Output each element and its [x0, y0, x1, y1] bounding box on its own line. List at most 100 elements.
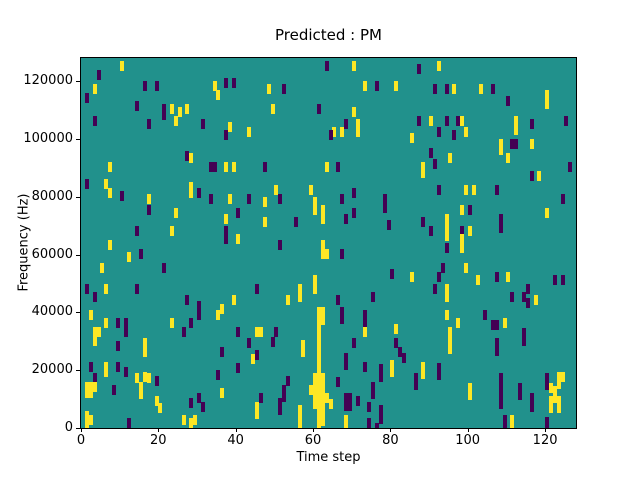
heatmap-cell — [224, 78, 229, 89]
heatmap-cell — [286, 376, 290, 386]
heatmap-cell — [262, 162, 267, 173]
heatmap-cell — [316, 104, 321, 115]
heatmap-cell — [119, 60, 124, 71]
heatmap-cell — [386, 219, 391, 230]
heatmap-cell — [119, 191, 124, 201]
heatmap-cell — [100, 263, 105, 274]
heatmap-cell — [390, 360, 395, 371]
x-tick-label: 80 — [382, 433, 399, 448]
heatmap-cell — [371, 389, 375, 399]
heatmap-cell — [104, 318, 109, 329]
heatmap-cell — [471, 185, 476, 196]
heatmap-cell — [510, 292, 515, 303]
heatmap-cell — [123, 326, 128, 337]
heatmap-cell — [448, 344, 453, 355]
heatmap-cell — [351, 60, 356, 71]
y-tick-label: 40000 — [31, 304, 73, 320]
x-axis-label: Time step — [296, 450, 361, 465]
x-tick-label: 0 — [76, 433, 86, 448]
heatmap-cell — [154, 376, 159, 386]
heatmap-cell — [189, 188, 194, 199]
heatmap-cell — [139, 248, 143, 259]
heatmap-cell — [146, 205, 151, 216]
heatmap-cell — [344, 118, 348, 129]
heatmap-cell — [371, 381, 375, 392]
heatmap-cell — [324, 162, 329, 173]
heatmap-cell — [382, 202, 387, 213]
heatmap-cell — [316, 306, 321, 317]
heatmap-cell — [173, 208, 178, 219]
heatmap-cell — [224, 162, 229, 173]
heatmap-cell — [189, 417, 194, 428]
heatmap-cell — [402, 352, 406, 363]
heatmap-cell — [444, 231, 449, 242]
heatmap-cell — [436, 363, 441, 373]
heatmap-cell — [444, 222, 449, 233]
heatmap-cell — [409, 271, 414, 282]
heatmap-cell — [301, 347, 306, 358]
heatmap-cell — [340, 306, 345, 317]
heatmap-cell — [456, 318, 461, 329]
heatmap-cell — [498, 214, 503, 225]
heatmap-cell — [355, 127, 360, 138]
heatmap-cell — [545, 208, 550, 219]
heatmap-cell — [448, 326, 453, 337]
heatmap-cell — [498, 373, 503, 384]
heatmap-cell — [514, 124, 519, 135]
heatmap-cell — [552, 386, 557, 397]
heatmap-cell — [494, 185, 499, 196]
heatmap-cell — [552, 393, 557, 404]
heatmap-cell — [197, 393, 201, 404]
heatmap-cell — [436, 127, 441, 138]
heatmap-cell — [142, 81, 147, 92]
y-tick-label: 20000 — [31, 362, 73, 378]
heatmap-cell — [413, 373, 418, 384]
heatmap-cell — [394, 323, 399, 334]
heatmap-cell — [316, 416, 321, 427]
heatmap-cell — [316, 423, 321, 428]
heatmap-cell — [286, 295, 290, 305]
heatmap-cell — [529, 118, 534, 129]
chart-title: Predicted : PM — [275, 26, 382, 44]
heatmap-cell — [502, 422, 507, 428]
heatmap-cell — [564, 115, 569, 126]
heatmap-cell — [84, 387, 89, 398]
heatmap-cell — [498, 390, 503, 401]
heatmap-cell — [316, 332, 321, 343]
heatmap-cell — [456, 115, 461, 126]
heatmap-cell — [135, 373, 140, 384]
heatmap-cell — [413, 380, 418, 391]
heatmap-cell — [301, 339, 306, 350]
heatmap-cell — [169, 104, 174, 115]
heatmap-cell — [340, 193, 345, 204]
heatmap-cell — [560, 371, 565, 382]
heatmap-cell — [320, 399, 325, 410]
heatmap-cell — [351, 107, 356, 118]
heatmap-cell — [552, 274, 557, 285]
heatmap-cell — [460, 243, 464, 253]
heatmap-cell — [351, 338, 356, 349]
heatmap-cell — [452, 130, 457, 141]
heatmap-cell — [169, 225, 174, 236]
heatmap-cell — [216, 89, 221, 100]
heatmap-cell — [545, 373, 550, 384]
heatmap-cell — [88, 387, 93, 398]
heatmap-cell — [88, 415, 93, 425]
y-tick-mark — [76, 81, 80, 83]
heatmap-cell — [189, 182, 194, 193]
heatmap-cell — [258, 326, 263, 337]
heatmap-cell — [436, 370, 441, 381]
heatmap-cell — [258, 393, 263, 404]
x-tick-label: 60 — [304, 433, 322, 448]
heatmap-cell — [293, 217, 298, 227]
heatmap-cell — [297, 404, 302, 415]
heatmap-cell — [224, 234, 229, 245]
heatmap-cell — [181, 415, 186, 425]
heatmap-cell — [494, 338, 499, 349]
heatmap-cell — [463, 263, 468, 274]
heatmap-cell — [336, 377, 341, 388]
heatmap-cell — [448, 335, 453, 346]
heatmap-cell — [146, 118, 151, 129]
y-tick-mark — [76, 312, 80, 314]
heatmap-cell — [556, 371, 561, 382]
